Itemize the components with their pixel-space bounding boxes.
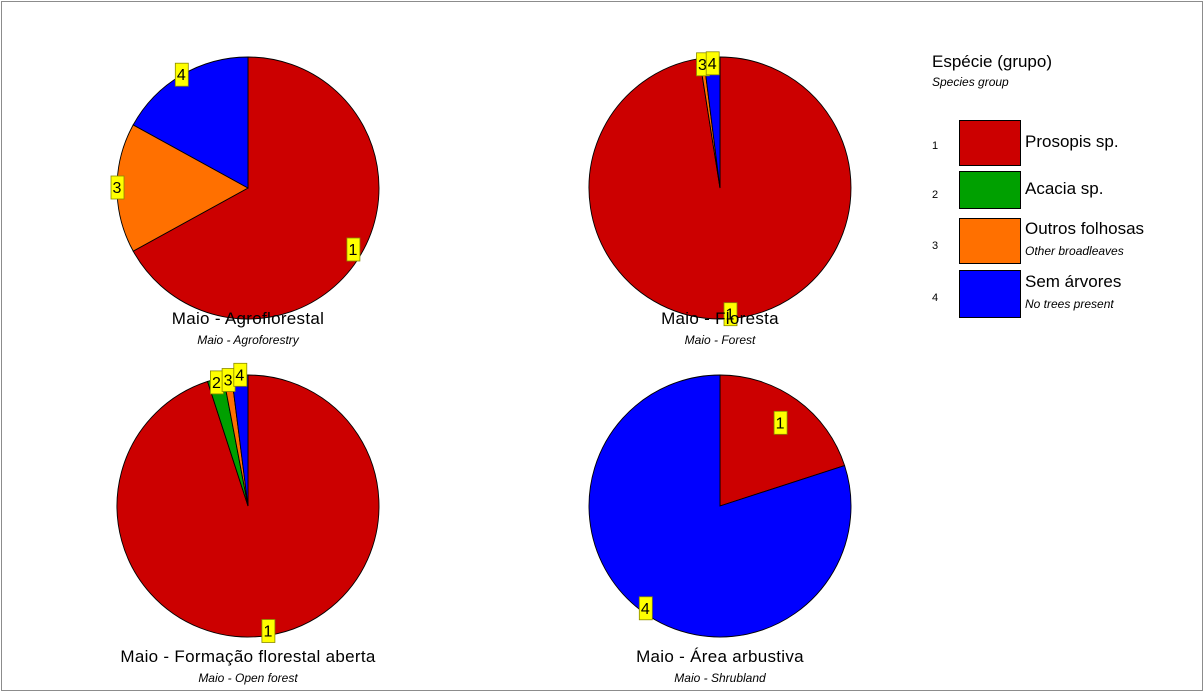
legend-item-sublabel: Other broadleaves xyxy=(1025,244,1124,258)
legend-item-4: 4 Sem árvores No trees present xyxy=(932,264,1192,318)
pie-subtitle: Maio - Shrubland xyxy=(674,671,766,685)
legend-title: Espécie (grupo) xyxy=(932,52,1053,71)
pie-chart-4: 1 4 Maio - Área arbustiva Maio - Shrubland xyxy=(588,374,852,685)
legend-item-1: 1 Prosopis sp. xyxy=(932,112,1192,166)
pie-title: Maio - Floresta xyxy=(661,309,779,328)
legend-item-number: 2 xyxy=(932,189,939,201)
slice-label-box xyxy=(110,175,125,200)
legend-swatch-prosopis xyxy=(959,120,1021,166)
slice-label-box xyxy=(346,237,361,262)
legend-swatch-other-broadleaves xyxy=(959,218,1021,264)
slice-label-text: 2 xyxy=(212,375,221,392)
pie-title: Maio - Agroflorestal xyxy=(172,309,324,328)
slice-label-box xyxy=(233,362,248,387)
slice-label-4: 4 xyxy=(174,62,189,87)
pie-title: Maio - Formação florestal aberta xyxy=(120,647,375,666)
legend-item-2: 2 Acacia sp. xyxy=(932,164,1192,214)
legend-item-3: 3 Outros folhosas Other broadleaves xyxy=(932,212,1192,264)
slice-label-4: 4 xyxy=(638,596,653,621)
slice-label-box xyxy=(773,410,788,435)
slice-label-1: 1 xyxy=(346,237,361,262)
slice-label-text: 1 xyxy=(348,242,357,259)
slice-label-1: 1 xyxy=(261,619,276,643)
legend-item-label: Prosopis sp. xyxy=(1025,132,1119,151)
pie-chart-1: 1 3 4 Maio - Agroflorestal Maio - Agroforest… xyxy=(110,56,380,347)
slice-label-text: 4 xyxy=(641,601,650,618)
legend-item-number: 4 xyxy=(932,292,939,304)
legend-item-number: 1 xyxy=(932,140,939,152)
pie-title: Maio - Área arbustiva xyxy=(636,647,804,666)
pie-slice-prosopis xyxy=(719,374,846,507)
slice-label-box xyxy=(705,51,720,76)
legend-item-label: Sem árvores xyxy=(1025,272,1122,291)
pie-chart-3: 1 2 3 4 Maio - Formação florestal aberta Maio… xyxy=(116,362,380,685)
slice-label-3: 3 xyxy=(221,368,236,392)
slice-label-box xyxy=(174,62,189,87)
legend: Espécie (grupo) Species group 1 Prosopis… xyxy=(932,52,1192,318)
slice-label-4: 4 xyxy=(233,362,248,387)
pie-slice-prosopis xyxy=(132,56,380,320)
slice-label-4: 4 xyxy=(705,51,720,76)
legend-item-number: 3 xyxy=(932,240,939,252)
slice-label-text: 3 xyxy=(698,57,707,74)
legend-item-label: Acacia sp. xyxy=(1025,179,1104,198)
slice-label-box xyxy=(723,302,738,327)
legend-subtitle: Species group xyxy=(932,75,1009,89)
slice-label-box xyxy=(638,596,653,621)
slice-label-text: 1 xyxy=(776,415,785,432)
slice-label-text: 3 xyxy=(224,373,233,390)
pie-subtitle: Maio - Forest xyxy=(685,333,756,347)
pie-subtitle: Maio - Agroforestry xyxy=(197,333,300,347)
legend-swatch-acacia xyxy=(959,171,1021,209)
legend-item-label: Outros folhosas xyxy=(1025,219,1145,238)
slice-label-3: 3 xyxy=(110,175,125,200)
slice-label-text: 1 xyxy=(726,307,735,324)
slice-label-text: 4 xyxy=(708,56,717,73)
legend-item-sublabel: No trees present xyxy=(1025,297,1114,311)
slice-label-box xyxy=(261,619,276,643)
slice-label-text: 4 xyxy=(177,67,186,84)
slice-label-1: 1 xyxy=(723,302,738,327)
slice-label-2: 2 xyxy=(209,370,224,395)
pie-subtitle: Maio - Open forest xyxy=(198,671,298,685)
slice-label-text: 1 xyxy=(263,624,272,641)
slice-label-text: 3 xyxy=(113,180,122,197)
legend-swatch-no-trees xyxy=(959,270,1021,318)
pie-chart-2: 1 3 4 Maio - Floresta Maio - Forest xyxy=(588,51,852,347)
slice-label-text: 4 xyxy=(235,367,244,384)
slice-label-1: 1 xyxy=(773,410,788,435)
